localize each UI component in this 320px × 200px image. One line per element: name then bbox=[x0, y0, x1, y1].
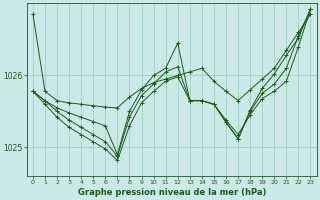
X-axis label: Graphe pression niveau de la mer (hPa): Graphe pression niveau de la mer (hPa) bbox=[77, 188, 266, 197]
